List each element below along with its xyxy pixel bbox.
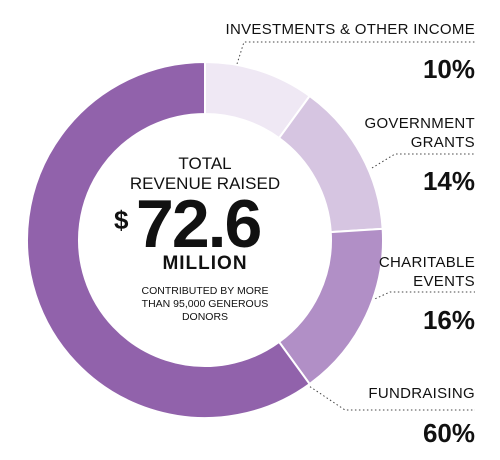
center-note: CONTRIBUTED BY MORE THAN 95,000 GENEROUS… xyxy=(141,285,269,323)
center-title: REVENUE RAISED xyxy=(129,174,281,193)
leader-line xyxy=(367,291,475,303)
leader-lines xyxy=(236,41,475,411)
category-label: CHARITABLE EVENTS xyxy=(378,254,475,290)
donut xyxy=(26,60,384,419)
value-label: 16% xyxy=(422,305,475,335)
leader-line xyxy=(371,153,475,169)
leader-line xyxy=(236,41,475,65)
total-unit: MILLION xyxy=(162,253,248,274)
donut-slice xyxy=(26,60,312,419)
value-label: 10% xyxy=(422,54,475,84)
category-label: FUNDRAISING xyxy=(368,385,475,402)
category-label: INVESTMENTS & OTHER INCOME xyxy=(225,21,475,38)
currency-symbol: $ xyxy=(114,205,129,235)
total-amount: 72.6 xyxy=(136,186,262,262)
value-label: 60% xyxy=(422,418,475,448)
value-label: 14% xyxy=(422,166,475,196)
center-title: TOTAL xyxy=(178,154,232,173)
category-label: GOVERNMENT GRANTS xyxy=(364,115,475,151)
leader-line xyxy=(299,379,475,411)
